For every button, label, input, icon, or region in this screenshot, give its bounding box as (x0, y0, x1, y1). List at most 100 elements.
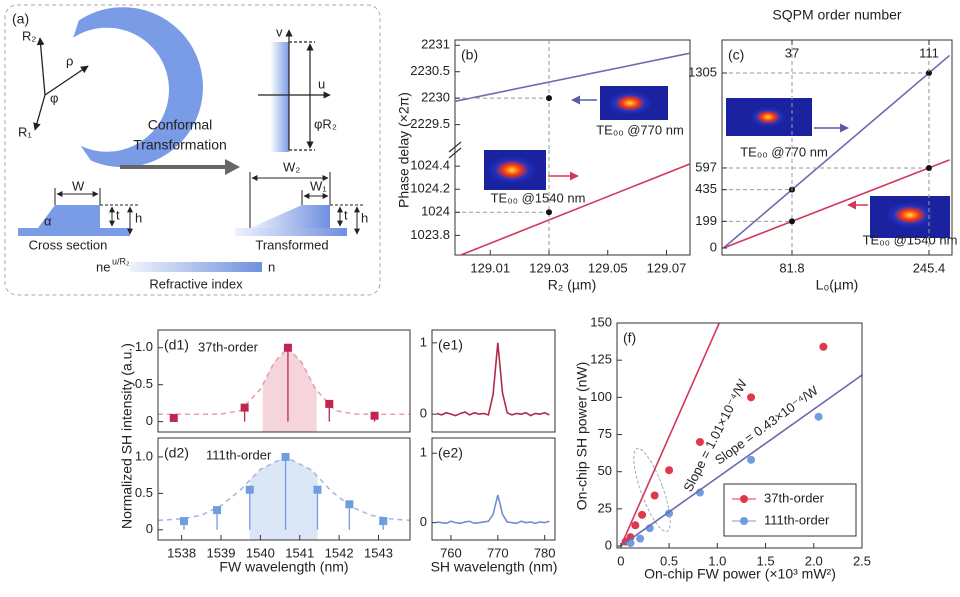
axes-frame (454, 39, 691, 256)
panel-border (4, 4, 381, 296)
chart-6: 0 1 760 770 780 (e2) SH wavelength (nm) (420, 437, 557, 575)
chart-2: 0 199 435 597 1305 81.8 245.4 37 111 (c) L₀(µm) SQP… (688, 7, 957, 293)
point (240, 403, 249, 412)
axes-frame (431, 329, 556, 433)
axes-frame (157, 437, 411, 541)
x-axis-label: On-chip FW power (×10³ mW²) (644, 566, 836, 582)
annotation: TE₀₀ @1540 nm (491, 190, 586, 205)
plot-area (436, 342, 550, 417)
y-tick-label: 2231 (421, 37, 450, 52)
y-tick-label: 75 (598, 426, 612, 441)
axes-frame (431, 437, 556, 541)
y-tick-label: 0.5 (135, 376, 153, 391)
radius-arrows (33, 37, 89, 131)
ridge (250, 205, 330, 228)
x-tick-label: 81.8 (779, 260, 804, 275)
axis-break (448, 141, 462, 159)
line (455, 52, 690, 103)
chart-3: 0 0.5 1.0 (d1) 37th-order Normalized SH inten… (119, 329, 411, 529)
x-tick-label: 129.07 (647, 260, 687, 275)
panel-label: (b) (461, 47, 478, 63)
plot-area (158, 452, 410, 540)
point (379, 517, 388, 526)
label: W₁ (310, 178, 327, 193)
point (345, 500, 354, 509)
point (626, 533, 635, 542)
point (925, 164, 932, 171)
x-tick-label: 245.4 (913, 260, 946, 275)
caption: Transformed (255, 237, 328, 252)
annotation: TE₀₀ @770 nm (596, 122, 684, 137)
plot-area (158, 343, 410, 432)
line (723, 159, 950, 249)
plot-area (620, 323, 862, 548)
x-axis-label: L₀(µm) (816, 277, 859, 293)
x-tick-label: 1539 (207, 545, 236, 560)
axes-frame (157, 329, 411, 433)
line (458, 163, 690, 255)
panel-label: (e1) (438, 337, 463, 353)
y-axis-label: On-chip SH power (nW) (574, 362, 590, 511)
order-label: 37th-order (198, 339, 259, 354)
point (631, 521, 640, 530)
x2-tick-label: 37 (785, 45, 799, 60)
point (245, 485, 254, 494)
y-tick-label: 100 (590, 389, 612, 404)
chart-5: 0 1 (e1) (420, 329, 556, 433)
x-tick-label: 1538 (167, 545, 196, 560)
chart-4: 0 0.5 1.0 1538 1539 1540 1541 1542 1543 (d2) 111th… (135, 437, 411, 575)
point (747, 393, 756, 402)
y-tick-label: 1024 (421, 204, 450, 219)
y-tick-label: 1.0 (135, 339, 153, 354)
band (249, 456, 318, 540)
label: u (318, 76, 325, 91)
label: u/R₂ (112, 256, 130, 266)
y-tick-label: 1024.2 (410, 181, 450, 196)
y-tick-label: 150 (590, 314, 612, 329)
label: α (44, 213, 52, 228)
point (925, 69, 932, 76)
y-tick-label: 2230 (421, 90, 450, 105)
y-tick-label: 1024.4 (410, 158, 450, 173)
panel-label: (e2) (438, 445, 463, 461)
point (695, 437, 704, 446)
top-axis-title: SQPM order number (772, 7, 901, 23)
x-tick-label: 1542 (325, 545, 354, 560)
x-tick-label: 2.0 (805, 553, 823, 568)
schematic: (a) R₂ ρ φ R₁ v u φR₂ Conformal Transfor… (4, 4, 381, 296)
y-tick-label: 1.0 (135, 448, 153, 463)
arrow-text: Transformation (133, 137, 227, 153)
x-tick-label: 1541 (285, 545, 314, 560)
index-bar (130, 262, 262, 272)
axes-frame (616, 322, 863, 549)
legend-marker (740, 495, 748, 503)
x-tick-label: 1540 (246, 545, 275, 560)
y-tick-label: 0 (710, 239, 717, 254)
y-tick-label: 0 (420, 514, 427, 529)
x-tick-label: 1543 (364, 545, 393, 560)
x-tick-label: 1.0 (708, 553, 726, 568)
slab (18, 228, 130, 236)
chart-1: 1023.8 1024 1024.2 1024.4 129.01 129.03 129.05… (410, 150, 690, 293)
plot-area (722, 40, 951, 255)
panel-label: (a) (12, 11, 29, 27)
point (650, 491, 659, 500)
label: W (72, 178, 85, 193)
highlight-ellipse (633, 447, 671, 533)
x-tick-label: 780 (534, 545, 556, 560)
y-tick-label: 125 (590, 352, 612, 367)
line (436, 342, 550, 417)
point (213, 506, 222, 515)
transformed-waveguide (270, 42, 289, 152)
y-tick-label: 597 (695, 159, 717, 174)
legend-marker (740, 517, 748, 525)
x2-tick-label: 111 (919, 45, 939, 60)
y-tick-label: 435 (695, 181, 717, 196)
y-tick-label: 2229.5 (410, 116, 450, 131)
point (179, 517, 188, 526)
point (370, 411, 379, 420)
line (620, 374, 862, 547)
y-tick-label: 1305 (688, 64, 717, 79)
